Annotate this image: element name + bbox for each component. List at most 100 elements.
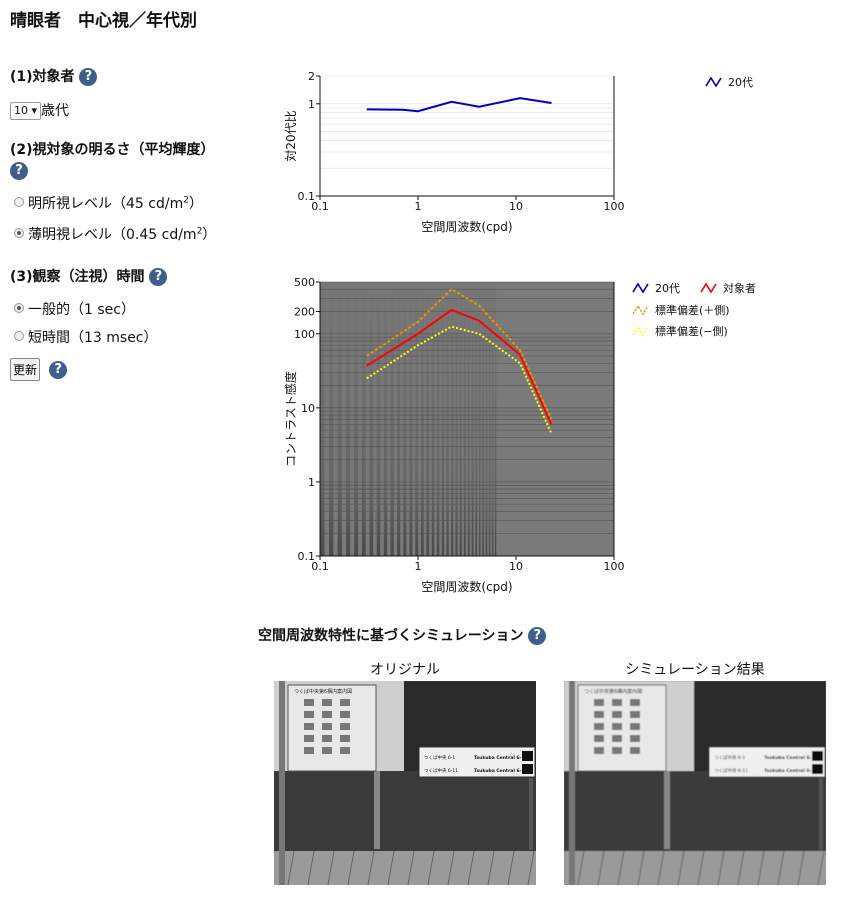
sign-post xyxy=(819,778,823,850)
map-building xyxy=(612,723,622,730)
legend-label: 対象者 xyxy=(723,281,756,295)
map-building xyxy=(304,735,314,742)
map-building xyxy=(340,711,350,718)
y-axis-label: コントラスト感度 xyxy=(283,371,298,467)
y-tick-label: 0.1 xyxy=(298,190,316,203)
map-building xyxy=(612,747,622,754)
y-tick-label: 200 xyxy=(294,305,315,318)
map-building xyxy=(630,699,640,706)
x-tick-label: 0.1 xyxy=(311,200,329,213)
arrow-up-box xyxy=(812,751,823,761)
legend-label: 標準偏差(＋側) xyxy=(655,303,730,317)
map-building xyxy=(594,711,604,718)
y-tick-label: 100 xyxy=(294,328,315,341)
legend-swatch xyxy=(705,76,722,88)
map-building xyxy=(630,711,640,718)
map-building xyxy=(630,723,640,730)
radio-mesopic[interactable] xyxy=(14,228,24,238)
map-building xyxy=(612,711,622,718)
map-building xyxy=(304,711,314,718)
brightness-option-mesopic[interactable]: 薄明視レベル（0.45 cd/m2） xyxy=(14,224,216,244)
duration-option-short[interactable]: 短時間（13 msec） xyxy=(14,327,158,347)
map-building xyxy=(322,723,332,730)
radio-photopic[interactable] xyxy=(14,197,24,207)
sign-text: Tsukuba Central 6-1 xyxy=(474,755,525,761)
legend-swatch xyxy=(632,282,649,294)
x-tick-label: 100 xyxy=(604,200,625,213)
subject-label: (1)対象者 xyxy=(10,69,75,85)
direction-sign xyxy=(708,746,826,778)
update-button[interactable]: 更新 xyxy=(10,358,41,381)
simulation-title: 空間周波数特性に基づくシミュレーション xyxy=(258,628,524,644)
map-building xyxy=(630,735,640,742)
grating-plain xyxy=(496,282,614,556)
sign-text: Tsukuba Central 6-11 xyxy=(764,768,818,774)
series-line xyxy=(366,97,552,113)
duration-section-label: (3)観察（注視）時間 ? xyxy=(10,266,168,286)
pole-center xyxy=(374,771,380,849)
arrow-up-box xyxy=(522,751,533,761)
legend-swatch xyxy=(632,325,649,337)
brightness-option-photopic[interactable]: 明所視レベル（45 cd/m2） xyxy=(14,193,203,213)
bushes xyxy=(564,771,826,851)
duration-option-normal[interactable]: 一般的（1 sec） xyxy=(14,299,135,319)
map-board-header: つくば中央第6構内案内図 xyxy=(294,688,352,695)
x-tick-label: 10 xyxy=(509,200,523,213)
bushes xyxy=(274,771,536,851)
age-value: 10 xyxy=(14,104,28,117)
y-axis-label: 対20代比 xyxy=(284,110,298,161)
arrow-left-box xyxy=(522,764,533,774)
x-tick-label: 1 xyxy=(415,200,422,213)
grid-lines xyxy=(320,281,614,557)
y-tick-label: 500 xyxy=(294,276,315,289)
result-label: シミュレーション結果 xyxy=(625,662,765,678)
pavement xyxy=(564,851,826,885)
map-building xyxy=(594,735,604,742)
age-selector: 10 ▾ 歳代 xyxy=(10,100,69,120)
help-circle-icon[interactable]: ? xyxy=(49,360,68,379)
sign-text: つくば中央 6-11 xyxy=(714,767,748,774)
radio-normal[interactable] xyxy=(14,303,24,313)
age-select[interactable]: 10 ▾ xyxy=(10,102,42,120)
map-building xyxy=(594,747,604,754)
map-building xyxy=(322,711,332,718)
radio-short[interactable] xyxy=(14,331,24,341)
ratio-chart: 0.1 1 10 100 0.1 1 2 空間周波数(cpd) 対20代比 20代 xyxy=(284,70,753,234)
sign-text: つくば中央 6-1 xyxy=(714,754,745,761)
y-tick-label: 2 xyxy=(308,70,315,83)
map-building xyxy=(304,747,314,754)
x-tick-label: 0.1 xyxy=(311,560,329,573)
map-building xyxy=(612,699,622,706)
brightness-section-label: (2)視対象の明るさ（平均輝度） xyxy=(10,142,215,158)
pole-center xyxy=(664,771,670,849)
map-building xyxy=(630,747,640,754)
sign-text: Tsukuba Central 6-1 xyxy=(764,755,815,761)
help-circle-icon[interactable]: ? xyxy=(528,627,547,645)
map-building xyxy=(322,735,332,742)
map-building xyxy=(340,735,350,742)
help-circle-icon[interactable]: ? xyxy=(79,68,98,86)
chevron-down-icon: ▾ xyxy=(31,104,38,117)
age-unit: 歳代 xyxy=(41,103,70,119)
original-label: オリジナル xyxy=(370,662,440,678)
map-building xyxy=(304,723,314,730)
map-building xyxy=(340,723,350,730)
x-tick-label: 100 xyxy=(604,560,625,573)
pole-left xyxy=(569,681,575,885)
map-building xyxy=(304,699,314,706)
y-tick-label: 10 xyxy=(301,402,315,415)
simulation-title-row: 空間周波数特性に基づくシミュレーション ? xyxy=(258,625,547,645)
legend-label: 20代 xyxy=(655,282,680,295)
sign-text: Tsukuba Central 6-11 xyxy=(474,768,528,774)
subject-section-label: (1)対象者 ? xyxy=(10,66,98,86)
help-circle-icon[interactable]: ? xyxy=(10,161,28,180)
map-building xyxy=(340,699,350,706)
x-axis-label: 空間周波数(cpd) xyxy=(421,579,512,594)
help-circle-icon[interactable]: ? xyxy=(149,268,168,286)
map-board-header: つくば中央第6構内案内図 xyxy=(584,688,642,695)
series-line xyxy=(366,287,553,420)
